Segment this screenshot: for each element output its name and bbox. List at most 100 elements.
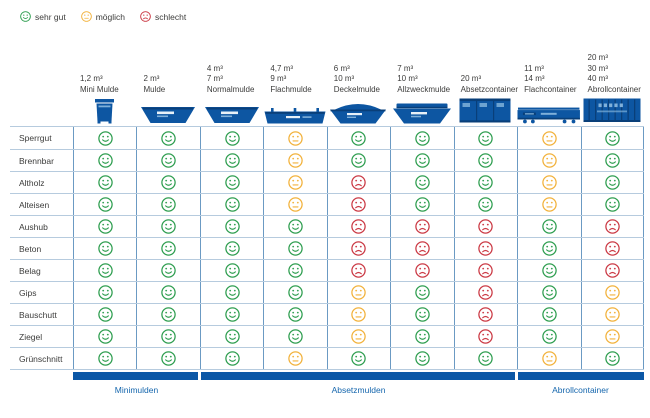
rating-cell-good (580, 194, 644, 215)
group-bar-absetzmulden (201, 372, 515, 380)
column-header-flachmulde: 4,7 m³ 9 m³ Flachmulde (263, 36, 326, 126)
rating-cell-bad (326, 216, 390, 237)
rating-cell-good (136, 238, 199, 259)
rating-cell-good (73, 150, 136, 171)
rating-cell-good (453, 194, 517, 215)
row-label: Aushub (19, 221, 48, 232)
column-header-mini-mulde: 1,2 m³ Mini Mulde (73, 36, 136, 126)
rating-cell-good (199, 216, 263, 237)
rating-cell-good (390, 194, 453, 215)
rating-cell-good (326, 127, 390, 149)
column-name: Flachcontainer (524, 84, 577, 94)
table-row: Altholz (10, 171, 644, 193)
lidded-skip-icon (390, 97, 453, 124)
rating-cell-bad (453, 260, 517, 281)
rating-cell-bad (580, 260, 644, 281)
rating-cell-good (390, 282, 453, 303)
table-row: Sperrgut (10, 127, 644, 149)
smiley-bad-icon (140, 11, 151, 22)
rating-cell-possible (517, 127, 580, 149)
column-header-flachcontainer: 11 m³ 14 m³ Flachcontainer (517, 36, 581, 126)
rating-cell-good (517, 326, 580, 347)
rating-cell-good (73, 127, 136, 149)
column-header-deckelmulde: 6 m³ 10 m³ Deckelmulde (327, 36, 390, 126)
rating-cell-good (136, 304, 199, 325)
rating-cell-possible (580, 326, 644, 347)
table-row: Aushub (10, 215, 644, 237)
rating-cell-bad (326, 238, 390, 259)
rating-cell-good (580, 348, 644, 369)
group-label-minimulden: Minimulden (114, 385, 159, 395)
column-name: Mini Mulde (80, 84, 119, 94)
row-label: Grünschnitt (19, 353, 63, 364)
rating-cell-possible (580, 304, 644, 325)
row-label: Alteisen (19, 199, 50, 210)
column-header-allzweckmulde: 7 m³ 10 m³ Allzweckmulde (390, 36, 453, 126)
table-row: Grünschnitt (10, 347, 644, 369)
skip-icon (136, 97, 199, 124)
rating-cell-good (390, 348, 453, 369)
row-label: Ziegel (19, 331, 43, 342)
column-header-mulde: 2 m³ Mulde (136, 36, 199, 126)
column-size: 6 m³ (333, 63, 350, 73)
rating-cell-good (263, 304, 326, 325)
column-size: 20 m³ (587, 53, 608, 62)
rating-cell-bad (453, 304, 517, 325)
rating-cell-bad (326, 260, 390, 281)
group-label-absetzmulden: Absetzmulden (331, 385, 386, 395)
rating-cell-good (199, 194, 263, 215)
rating-cell-good (453, 127, 517, 149)
flat-skip-icon (263, 97, 326, 124)
rating-cell-good (517, 304, 580, 325)
rating-cell-good (453, 150, 517, 171)
table-row: Brennbar (10, 149, 644, 171)
rating-cell-bad (390, 216, 453, 237)
rating-cell-good (517, 216, 580, 237)
rating-cell-good (136, 127, 199, 149)
rating-cell-good (263, 326, 326, 347)
column-name: Mulde (143, 84, 166, 94)
group-footer: Minimulden Absetzmulden Abrollcontainer (10, 370, 644, 404)
rating-cell-good (390, 150, 453, 171)
rating-cell-good (73, 282, 136, 303)
legend-item-schlecht: schlecht (140, 11, 186, 22)
table-row: Gips (10, 281, 644, 303)
rating-cell-good (263, 282, 326, 303)
rating-cell-good (136, 172, 199, 193)
smiley-good-icon (20, 11, 31, 22)
column-size: 40 m³ (587, 74, 608, 83)
table-row: Belag (10, 259, 644, 281)
rating-cell-bad (580, 216, 644, 237)
dome-skip-icon (327, 97, 390, 124)
column-name: Deckelmulde (333, 84, 381, 94)
rating-cell-possible (517, 194, 580, 215)
column-header-absetzcontainer: 20 m³ Absetzcontainer (454, 36, 518, 126)
mini-bin-icon (73, 97, 136, 124)
rating-cell-good (199, 326, 263, 347)
column-size: 1,2 m³ (80, 74, 103, 83)
rating-cell-bad (453, 216, 517, 237)
smiley-neutral-icon (80, 11, 92, 22)
rating-cell-good (199, 260, 263, 281)
rating-cell-good (453, 172, 517, 193)
roll-container-icon (581, 97, 644, 124)
rating-cell-good (136, 326, 199, 347)
rating-cell-possible (326, 304, 390, 325)
rating-cell-bad (390, 260, 453, 281)
rating-cell-good (199, 304, 263, 325)
column-name: Abrollcontainer (587, 84, 641, 94)
group-label-abrollcontainer: Abrollcontainer (552, 385, 609, 395)
row-label: Gips (19, 287, 37, 298)
rating-cell-good (136, 260, 199, 281)
table-row: Beton (10, 237, 644, 259)
rating-cell-good (580, 172, 644, 193)
rating-cell-good (73, 216, 136, 237)
column-size: 14 m³ (524, 74, 545, 83)
column-header-abrollcontainer: 20 m³ 30 m³ 40 m³ Abrollcontainer (581, 36, 644, 126)
rating-cell-good (73, 194, 136, 215)
rating-cell-bad (453, 326, 517, 347)
column-size: 10 m³ (397, 74, 418, 83)
flat-container-icon (517, 97, 581, 124)
legend: sehr gut möglich schlecht (20, 11, 186, 22)
